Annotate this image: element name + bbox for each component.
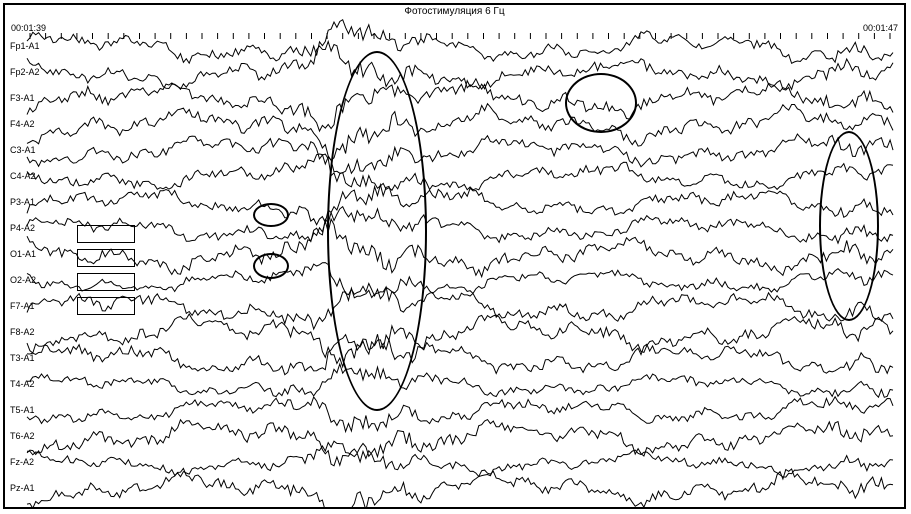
eeg-trace — [27, 154, 893, 190]
channel-label: T6-A2 — [10, 432, 35, 441]
annotation-ellipse — [253, 253, 289, 279]
eeg-trace — [27, 441, 893, 477]
eeg-trace — [27, 134, 893, 181]
channel-label: F3-A1 — [10, 94, 35, 103]
annotation-ellipse — [819, 131, 879, 321]
annotation-rect — [77, 225, 135, 243]
eeg-trace — [27, 334, 893, 375]
channel-label: O1-A1 — [10, 250, 36, 259]
annotation-ellipse — [565, 73, 637, 133]
channel-label: Pz-A1 — [10, 484, 35, 493]
annotation-ellipse — [253, 203, 289, 227]
eeg-trace — [27, 420, 893, 466]
eeg-traces — [5, 5, 904, 507]
eeg-trace — [27, 397, 893, 432]
channel-label: T5-A1 — [10, 406, 35, 415]
channel-label: P3-A1 — [10, 198, 35, 207]
eeg-trace — [27, 364, 893, 397]
eeg-trace — [27, 219, 893, 277]
channel-label: Fp1-A1 — [10, 42, 40, 51]
eeg-trace — [27, 468, 893, 507]
channel-label: F4-A2 — [10, 120, 35, 129]
eeg-trace — [27, 287, 893, 329]
channel-label: P4-A2 — [10, 224, 35, 233]
eeg-trace — [27, 314, 893, 367]
eeg-frame: Фотостимуляция 6 Гц 00:01:39 00:01:47 Fp… — [3, 3, 906, 509]
eeg-trace — [27, 20, 893, 64]
channel-label: C3-A1 — [10, 146, 36, 155]
annotation-ellipse — [327, 51, 427, 411]
channel-label: F7-A1 — [10, 302, 35, 311]
channel-label: Fp2-A2 — [10, 68, 40, 77]
eeg-trace — [27, 185, 893, 225]
annotation-rect — [77, 273, 135, 291]
channel-label: T4-A2 — [10, 380, 35, 389]
annotation-rect — [77, 249, 135, 267]
time-ticks — [30, 33, 890, 39]
eeg-trace — [27, 42, 893, 92]
channel-label: O2-A2 — [10, 276, 36, 285]
channel-label: Fz-A2 — [10, 458, 34, 467]
eeg-trace — [27, 263, 893, 299]
channel-label: F8-A2 — [10, 328, 35, 337]
annotation-rect — [77, 297, 135, 315]
eeg-trace — [27, 207, 893, 244]
channel-label: T3-A1 — [10, 354, 35, 363]
channel-label: C4-A2 — [10, 172, 36, 181]
